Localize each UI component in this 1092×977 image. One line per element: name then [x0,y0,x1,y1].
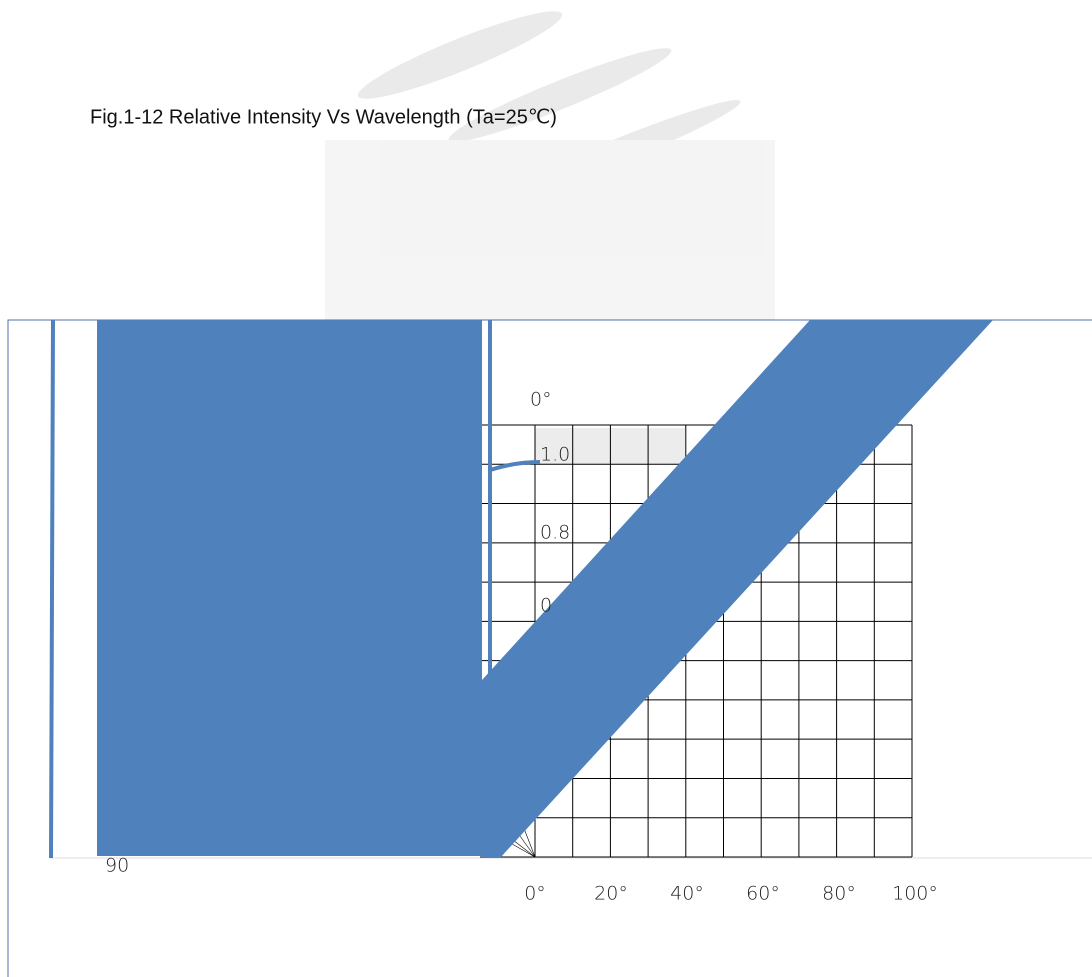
x-labels: 0° 20° 40° 60° 80° 100° [524,883,938,905]
radial-label: 0.8 [540,522,570,544]
x-label: 100° [892,883,938,905]
blue-diagonal [482,320,993,858]
x-label: 40° [670,883,704,905]
corner-label: 90 [105,855,129,877]
curve-fragment [489,460,541,472]
radial-label: 1.0 [540,444,570,466]
x-label: 80° [822,883,856,905]
blue-block [97,320,482,856]
x-label: 60° [746,883,780,905]
frame [7,319,1092,977]
faint-decoration [325,11,775,320]
blue-line [49,319,55,859]
radial-label: 0 [540,595,552,617]
x-label: 0° [524,883,546,905]
angle-label: 0° [530,389,552,411]
x-label: 20° [594,883,628,905]
figure-title: Fig.1-12 Relative Intensity Vs Wavelengt… [90,106,557,128]
